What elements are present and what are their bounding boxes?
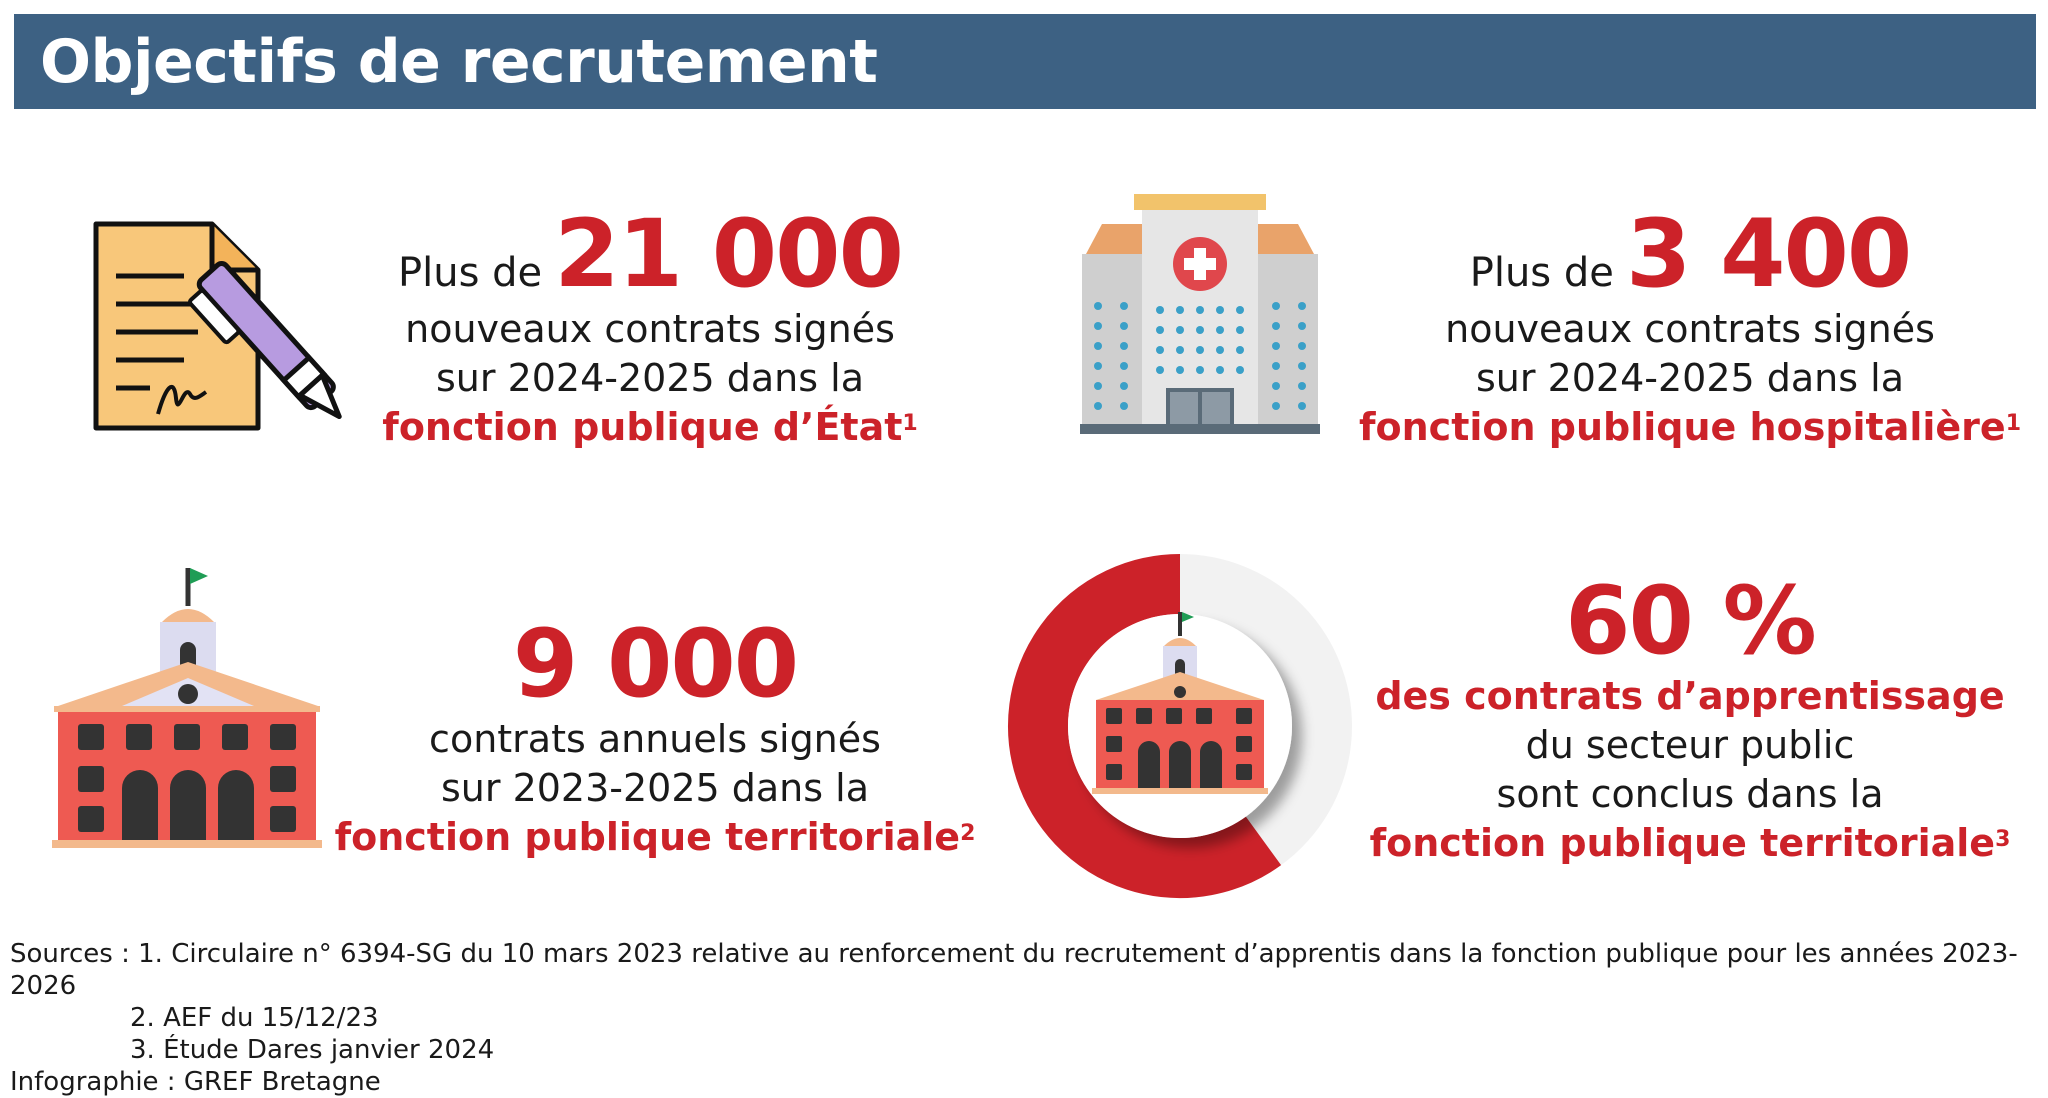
footnote-ref: 3 bbox=[1995, 827, 2011, 852]
source-line: Sources : 1. Circulaire n° 6394-SG du 10… bbox=[10, 939, 2018, 1001]
stat-line: du secteur public bbox=[1525, 723, 1855, 767]
town-hall-icon bbox=[52, 568, 322, 848]
stat-apprentissage-share: 60 % des contrats d’apprentissage du sec… bbox=[1340, 572, 2040, 868]
stat-highlight: fonction publique territoriale bbox=[334, 815, 961, 859]
stat-fonction-etat: Plus de 21 000 nouveaux contrats signés … bbox=[360, 205, 940, 452]
footnote-ref: 2 bbox=[960, 821, 976, 846]
stat-line: sur 2023-2025 dans la bbox=[440, 766, 869, 810]
stat-highlight: fonction publique territoriale bbox=[1369, 821, 1996, 865]
source-line: 3. Étude Dares janvier 2024 bbox=[130, 1035, 495, 1065]
footnote-ref: 1 bbox=[2005, 411, 2022, 436]
source-line: 2. AEF du 15/12/23 bbox=[130, 1003, 379, 1033]
donut-share-arc bbox=[1008, 554, 1282, 898]
stat-fonction-hospitaliere: Plus de 3 400 nouveaux contrats signés s… bbox=[1340, 205, 2040, 452]
stat-line: sont conclus dans la bbox=[1496, 772, 1884, 816]
footnote-ref: 1 bbox=[902, 411, 918, 436]
sources-block: Sources : 1. Circulaire n° 6394-SG du 10… bbox=[10, 938, 2048, 1098]
contract-signing-icon bbox=[93, 221, 342, 431]
stat-highlight: fonction publique d’État bbox=[382, 405, 903, 449]
stat-prefix: Plus de bbox=[398, 250, 543, 296]
credit-line: Infographie : GREF Bretagne bbox=[10, 1067, 381, 1097]
stat-value: 3 400 bbox=[1625, 200, 1912, 309]
stat-prefix: Plus de bbox=[1469, 250, 1614, 296]
stat-line: sur 2024-2025 dans la bbox=[435, 356, 864, 400]
stat-line: nouveaux contrats signés bbox=[405, 307, 895, 351]
page-title: Objectifs de recrutement bbox=[40, 27, 878, 97]
stat-highlight: fonction publique hospitalière bbox=[1358, 405, 2006, 449]
stat-line: sur 2024-2025 dans la bbox=[1475, 356, 1904, 400]
donut-town-hall-icon bbox=[1008, 554, 1352, 898]
stat-value: 9 000 bbox=[512, 610, 799, 719]
stat-fonction-territoriale: 9 000 contrats annuels signés sur 2023-2… bbox=[330, 615, 980, 862]
hospital-icon bbox=[1080, 194, 1320, 434]
title-banner: Objectifs de recrutement bbox=[14, 14, 2036, 109]
stat-highlight: des contrats d’apprentissage bbox=[1375, 674, 2005, 718]
stat-line: contrats annuels signés bbox=[429, 717, 881, 761]
stat-value: 21 000 bbox=[554, 200, 904, 309]
stat-value: 60 % bbox=[1565, 567, 1817, 676]
stat-line: nouveaux contrats signés bbox=[1445, 307, 1935, 351]
